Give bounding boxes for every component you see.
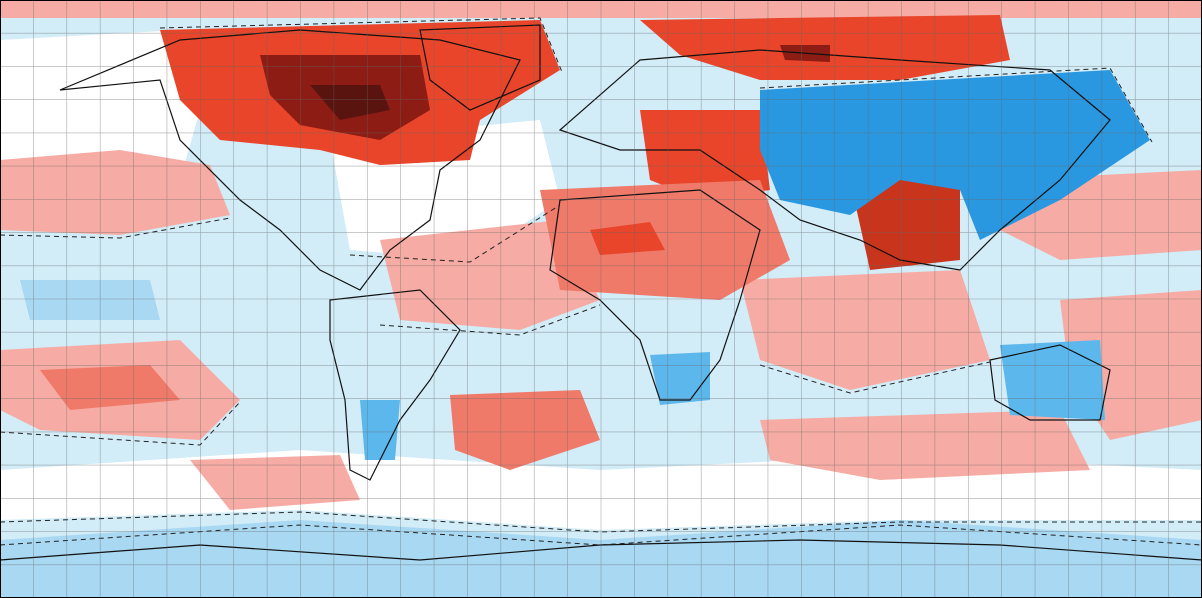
south-atlantic-warm	[450, 390, 600, 470]
contour-north-america	[159, 17, 563, 73]
contour-southern-ocean	[0, 511, 1202, 533]
coastline-greenland	[419, 24, 541, 111]
coastline-south-america	[329, 289, 461, 481]
central-asia-cold-core	[780, 95, 1060, 200]
contour-indian	[759, 361, 991, 394]
eastern-europe-warm-core	[665, 120, 745, 180]
sahara-warm-core	[590, 222, 665, 255]
coastline-australia	[989, 344, 1111, 421]
contour-atlantic	[349, 204, 561, 263]
australia-cold	[1000, 340, 1105, 420]
north-pacific-cool-patch	[20, 280, 160, 320]
sahara-warm	[540, 180, 790, 300]
coastlines	[0, 24, 1202, 561]
coastline-antarctica	[0, 539, 1202, 561]
hudson-bay-deepest	[310, 85, 390, 120]
siberia-warm-core	[760, 30, 920, 75]
indian-ocean-pink	[740, 270, 990, 390]
patagonia-cold	[360, 400, 400, 460]
north-pacific-pink-band	[0, 150, 230, 235]
contour-north-pacific	[0, 217, 231, 239]
south-pacific-pink-2	[190, 455, 360, 510]
coastline-africa	[549, 189, 761, 401]
coastline-north-america	[59, 29, 521, 291]
coastline-eurasia	[558, 49, 1111, 271]
tropical-atlantic-pink	[380, 220, 600, 330]
south-indian-pink	[760, 410, 1090, 480]
contour-tropics	[379, 304, 601, 336]
contour-eurasia-cold	[759, 67, 1153, 143]
tibet-india-warm-core	[880, 182, 945, 228]
